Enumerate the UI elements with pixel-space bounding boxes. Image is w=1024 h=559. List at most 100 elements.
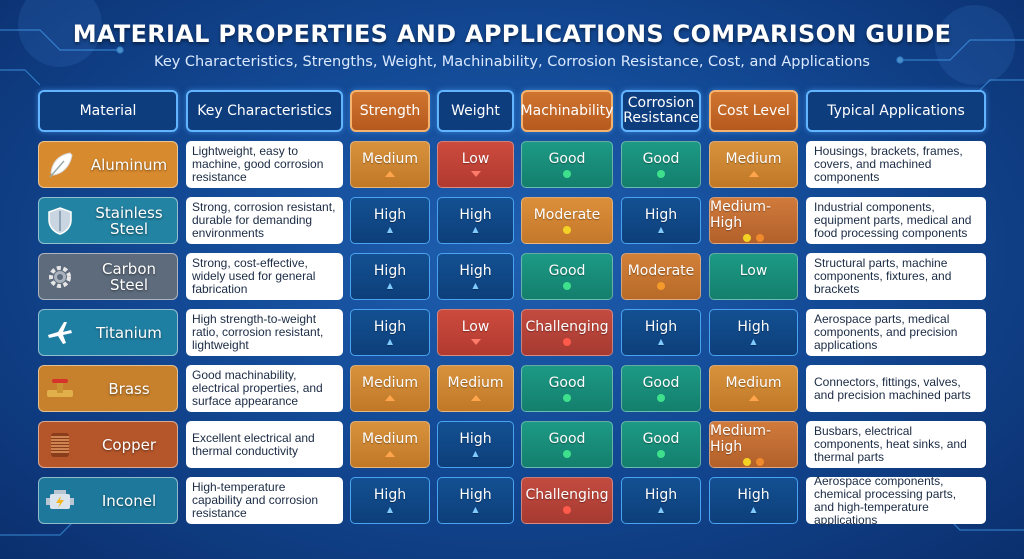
header-material-label: Material bbox=[79, 102, 137, 119]
rating-indicator-icon: ▲ bbox=[386, 225, 394, 234]
strength-value: Medium bbox=[362, 375, 418, 391]
applications-cell-titanium: Aerospace parts, medical components, and… bbox=[806, 309, 986, 356]
weight-cell-brass: Medium bbox=[437, 365, 514, 412]
rating-indicator-icon bbox=[470, 338, 481, 346]
material-tile-inconel: Inconel bbox=[38, 477, 178, 524]
rating-indicator-icon bbox=[657, 282, 665, 290]
material-name: Carbon Steel bbox=[81, 261, 177, 293]
rating-indicator-icon bbox=[743, 234, 764, 242]
material-name: Stainless Steel bbox=[81, 205, 177, 237]
corrosion-cell-inconel: High ▲ bbox=[621, 477, 701, 524]
characteristics-cell-inconel: High-temperature capability and corrosio… bbox=[186, 477, 343, 524]
header-corrosion: Corrosion Resistance bbox=[621, 90, 701, 132]
corrosion-cell-titanium: High ▲ bbox=[621, 309, 701, 356]
header-strength-label: Strength bbox=[359, 102, 421, 119]
rating-indicator-icon: ▲ bbox=[657, 225, 665, 234]
applications-cell-copper: Busbars, electrical components, heat sin… bbox=[806, 421, 986, 468]
weight-cell-copper: High ▲ bbox=[437, 421, 514, 468]
machinability-value: Good bbox=[548, 263, 586, 279]
corrosion-value: High bbox=[644, 487, 678, 503]
machinability-value: Moderate bbox=[533, 207, 601, 223]
rating-indicator-icon bbox=[657, 394, 665, 402]
rating-indicator-icon: ▲ bbox=[472, 225, 479, 234]
strength-value: High bbox=[373, 263, 407, 279]
header-corrosion-line2: Resistance bbox=[623, 110, 699, 126]
strength-cell-stainless-steel: High ▲ bbox=[350, 197, 430, 244]
rating-indicator-icon bbox=[385, 394, 395, 402]
material-tile-aluminum: Aluminum bbox=[38, 141, 178, 188]
material-name-line1: Copper bbox=[101, 435, 157, 454]
rating-indicator-icon bbox=[748, 394, 759, 402]
rating-indicator-icon: ▲ bbox=[386, 337, 394, 346]
weight-value: High bbox=[459, 263, 492, 279]
material-name-line1: Carbon bbox=[101, 259, 157, 278]
corrosion-cell-stainless-steel: High ▲ bbox=[621, 197, 701, 244]
material-name-line1: Inconel bbox=[101, 491, 157, 510]
characteristics-cell-carbon-steel: Strong, cost-effective, widely used for … bbox=[186, 253, 343, 300]
strength-cell-copper: Medium bbox=[350, 421, 430, 468]
material-tile-stainless-steel: Stainless Steel bbox=[38, 197, 178, 244]
strength-value: High bbox=[373, 319, 407, 335]
material-tile-copper: Copper bbox=[38, 421, 178, 468]
weight-value: Low bbox=[461, 319, 490, 335]
corrosion-value: Good bbox=[642, 431, 680, 447]
characteristics-cell-stainless-steel: Strong, corrosion resistant, durable for… bbox=[186, 197, 343, 244]
weight-value: High bbox=[459, 207, 492, 223]
weight-value: High bbox=[459, 487, 492, 503]
cost-cell-aluminum: Medium bbox=[709, 141, 798, 188]
cost-value: High bbox=[737, 487, 770, 503]
rating-indicator-icon: ▲ bbox=[472, 449, 479, 458]
applications-cell-brass: Connectors, fittings, valves, and precis… bbox=[806, 365, 986, 412]
machinability-cell-brass: Good bbox=[521, 365, 613, 412]
material-name: Aluminum bbox=[81, 157, 177, 173]
corrosion-value: Moderate bbox=[627, 263, 695, 279]
applications-cell-stainless-steel: Industrial components, equipment parts, … bbox=[806, 197, 986, 244]
rating-indicator-icon bbox=[657, 170, 665, 178]
rating-indicator-icon bbox=[563, 338, 571, 346]
material-name: Brass bbox=[81, 381, 177, 397]
weight-cell-titanium: Low bbox=[437, 309, 514, 356]
cost-cell-inconel: High ▲ bbox=[709, 477, 798, 524]
material-name-line1: Titanium bbox=[96, 323, 162, 342]
strength-cell-carbon-steel: High ▲ bbox=[350, 253, 430, 300]
rating-indicator-icon bbox=[385, 450, 395, 458]
material-tile-carbon-steel: Carbon Steel bbox=[38, 253, 178, 300]
header-weight: Weight bbox=[437, 90, 514, 132]
airplane-icon bbox=[39, 317, 81, 349]
valve-icon bbox=[39, 373, 81, 405]
machinability-cell-aluminum: Good bbox=[521, 141, 613, 188]
rating-indicator-icon bbox=[470, 394, 481, 402]
corrosion-value: High bbox=[644, 319, 678, 335]
header-machinability-label: Machinability bbox=[520, 102, 614, 119]
rating-indicator-icon bbox=[563, 506, 571, 514]
material-name-line1: Stainless bbox=[95, 203, 163, 222]
corrosion-value: Good bbox=[642, 375, 680, 391]
feather-icon bbox=[39, 149, 81, 181]
characteristics-cell-aluminum: Lightweight, easy to machine, good corro… bbox=[186, 141, 343, 188]
cost-cell-copper: Medium-High bbox=[709, 421, 798, 468]
applications-cell-aluminum: Housings, brackets, frames, covers, and … bbox=[806, 141, 986, 188]
strength-cell-brass: Medium bbox=[350, 365, 430, 412]
rating-indicator-icon bbox=[563, 226, 571, 234]
rating-indicator-icon bbox=[563, 170, 571, 178]
corrosion-cell-copper: Good bbox=[621, 421, 701, 468]
rating-indicator-icon: ▲ bbox=[657, 505, 665, 514]
weight-cell-stainless-steel: High ▲ bbox=[437, 197, 514, 244]
corrosion-cell-brass: Good bbox=[621, 365, 701, 412]
machinability-cell-carbon-steel: Good bbox=[521, 253, 613, 300]
rating-indicator-icon: ▲ bbox=[750, 505, 757, 514]
header-applications-label: Typical Applications bbox=[827, 102, 965, 119]
rating-indicator-icon: ▲ bbox=[386, 281, 394, 290]
machinability-cell-copper: Good bbox=[521, 421, 613, 468]
cost-cell-carbon-steel: Low bbox=[709, 253, 798, 300]
cost-value: Medium-High bbox=[710, 199, 772, 231]
gear-icon bbox=[39, 261, 81, 293]
corrosion-value: High bbox=[644, 207, 678, 223]
strength-value: Medium bbox=[362, 151, 418, 167]
weight-cell-aluminum: Low bbox=[437, 141, 514, 188]
machinability-value: Challenging bbox=[525, 319, 609, 335]
page-subtitle: Key Characteristics, Strengths, Weight, … bbox=[154, 54, 870, 70]
weight-value: High bbox=[459, 431, 492, 447]
characteristics-cell-brass: Good machinability, electrical propertie… bbox=[186, 365, 343, 412]
coil-icon bbox=[39, 429, 81, 461]
